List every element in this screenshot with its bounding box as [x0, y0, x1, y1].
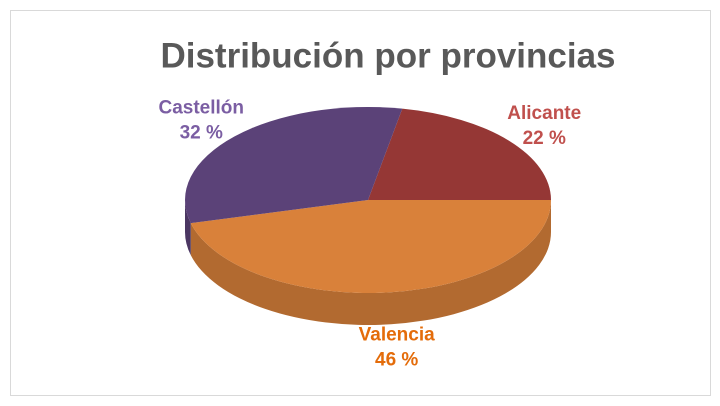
- pie-slice: [368, 108, 551, 200]
- data-label-name: Alicante: [507, 103, 581, 124]
- pie-side: [185, 200, 191, 256]
- data-label-name: Valencia: [359, 324, 435, 345]
- pie-slice: [190, 200, 552, 293]
- data-label-name: Castellón: [158, 97, 244, 118]
- pie-side: [190, 200, 552, 325]
- data-label-value: 22 %: [523, 128, 566, 149]
- chart-title: Distribución por provincias: [160, 36, 615, 75]
- data-label-value: 32 %: [180, 122, 223, 143]
- pie-slice: [184, 107, 403, 224]
- data-label-value: 46 %: [375, 349, 418, 370]
